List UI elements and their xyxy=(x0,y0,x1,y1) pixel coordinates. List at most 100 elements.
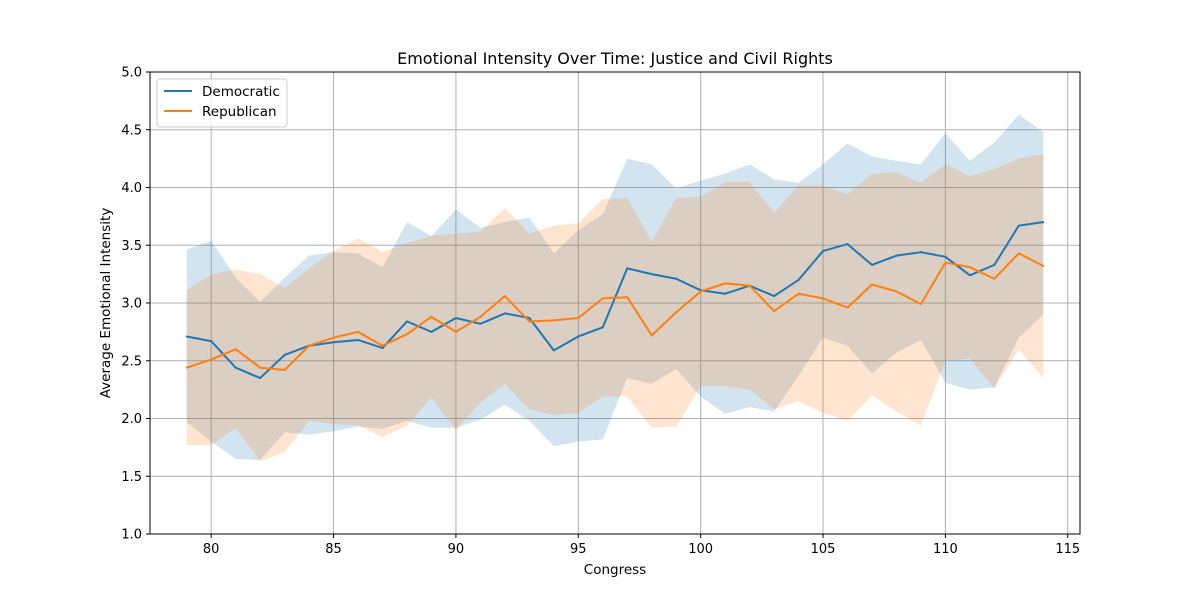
x-tick-label: 80 xyxy=(203,542,220,557)
y-tick-label: 3.0 xyxy=(121,297,142,312)
republican-data-point xyxy=(357,330,360,333)
democratic-data-point xyxy=(944,255,947,258)
republican-data-point xyxy=(822,297,825,300)
democratic-data-point xyxy=(479,322,482,325)
y-tick-label: 4.0 xyxy=(121,181,142,196)
democratic-data-point xyxy=(797,278,800,281)
chart-title: Emotional Intensity Over Time: Justice a… xyxy=(397,49,833,68)
republican-data-point xyxy=(773,310,776,313)
y-tick-label: 1.5 xyxy=(121,470,142,485)
democratic-data-point xyxy=(1042,221,1045,224)
republican-data-point xyxy=(185,366,188,369)
republican-data-point xyxy=(308,344,311,347)
democratic-data-point xyxy=(259,377,262,380)
democratic-data-point xyxy=(601,326,604,329)
democratic-data-point xyxy=(895,254,898,257)
confidence-bands xyxy=(186,114,1044,462)
democratic-confidence-band xyxy=(186,114,1044,461)
republican-data-point xyxy=(626,296,629,299)
republican-data-point xyxy=(454,330,457,333)
y-tick-label: 3.5 xyxy=(121,239,142,254)
republican-data-point xyxy=(234,348,237,351)
y-tick-label: 2.0 xyxy=(121,412,142,427)
democratic-data-point xyxy=(405,320,408,323)
x-tick-label: 110 xyxy=(933,542,958,557)
republican-data-point xyxy=(870,283,873,286)
democratic-data-point xyxy=(332,341,335,344)
x-axis-label: Congress xyxy=(584,562,646,578)
y-tick-label: 2.5 xyxy=(121,354,142,369)
republican-data-point xyxy=(552,319,555,322)
series-lines xyxy=(185,221,1045,380)
republican-data-point xyxy=(650,334,653,337)
democratic-data-point xyxy=(724,292,727,295)
x-axis-ticks: 80 85 90 95 100 105 110 115 xyxy=(203,534,1080,557)
republican-data-point xyxy=(577,317,580,320)
democratic-data-point xyxy=(283,353,286,356)
republican-data-point xyxy=(259,366,262,369)
democratic-data-point xyxy=(210,340,213,343)
republican-data-point xyxy=(895,290,898,293)
democratic-data-point xyxy=(870,263,873,266)
democratic-data-point xyxy=(919,251,922,254)
republican-data-point xyxy=(381,344,384,347)
republican-data-point xyxy=(846,306,849,309)
x-tick-label: 90 xyxy=(448,542,465,557)
republican-data-point xyxy=(699,290,702,293)
democratic-data-point xyxy=(1017,224,1020,227)
democratic-data-point xyxy=(650,273,653,276)
democratic-data-point xyxy=(552,349,555,352)
republican-data-point xyxy=(601,297,604,300)
y-axis-label: Average Emotional Intensity xyxy=(98,208,114,399)
democratic-data-point xyxy=(773,295,776,298)
republican-data-point xyxy=(1017,252,1020,255)
y-tick-label: 1.0 xyxy=(121,528,142,543)
republican-data-point xyxy=(430,315,433,318)
republican-data-point xyxy=(528,320,531,323)
x-tick-label: 115 xyxy=(1055,542,1080,557)
republican-data-point xyxy=(748,284,751,287)
x-tick-label: 105 xyxy=(811,542,836,557)
republican-data-point xyxy=(1042,265,1045,268)
democratic-data-point xyxy=(528,317,531,320)
republican-data-point xyxy=(210,358,213,361)
republican-data-point xyxy=(968,266,971,269)
democratic-data-point xyxy=(185,335,188,338)
republican-data-point xyxy=(797,292,800,295)
republican-series-line xyxy=(186,252,1044,371)
democratic-data-point xyxy=(357,338,360,341)
democratic-data-point xyxy=(454,317,457,320)
democratic-data-point xyxy=(822,250,825,253)
democratic-data-point xyxy=(993,263,996,266)
y-axis-ticks: 1.0 1.5 2.0 2.5 3.0 3.5 4.0 4.5 5.0 xyxy=(121,66,150,543)
republican-data-point xyxy=(919,303,922,306)
legend-label-republican: Republican xyxy=(202,104,277,120)
x-tick-label: 95 xyxy=(570,542,587,557)
republican-data-point xyxy=(332,336,335,339)
democratic-data-point xyxy=(846,243,849,246)
republican-data-point xyxy=(724,282,727,285)
democratic-data-point xyxy=(381,347,384,350)
legend-label-democratic: Democratic xyxy=(202,84,280,100)
democratic-data-point xyxy=(626,267,629,270)
y-tick-label: 5.0 xyxy=(121,66,142,81)
x-tick-label: 100 xyxy=(688,542,713,557)
republican-data-point xyxy=(479,315,482,318)
democratic-data-point xyxy=(675,277,678,280)
democratic-data-point xyxy=(234,366,237,369)
democratic-data-point xyxy=(577,335,580,338)
democratic-data-point xyxy=(503,312,506,315)
republican-data-point xyxy=(503,295,506,298)
democratic-data-point xyxy=(968,274,971,277)
republican-data-point xyxy=(944,261,947,264)
republican-data-point xyxy=(993,277,996,280)
x-tick-label: 85 xyxy=(325,542,342,557)
legend: Democratic Republican xyxy=(156,78,288,128)
republican-data-point xyxy=(405,333,408,336)
republican-data-point xyxy=(283,368,286,371)
democratic-data-point xyxy=(430,330,433,333)
republican-data-point xyxy=(675,311,678,314)
y-tick-label: 4.5 xyxy=(121,123,142,138)
republican-confidence-band xyxy=(186,154,1044,462)
